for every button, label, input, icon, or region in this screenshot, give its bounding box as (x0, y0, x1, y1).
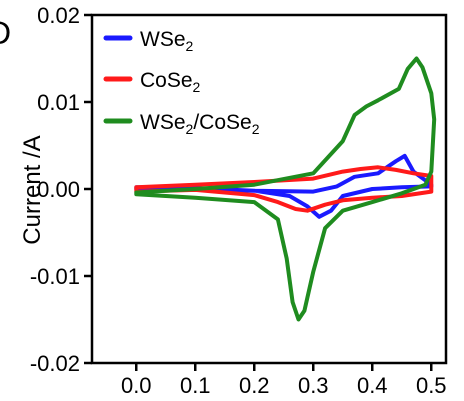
x-tick-label: 0.0 (121, 373, 152, 398)
legend-label-wse2: WSe2 (140, 28, 194, 54)
y-tick-label: -0.02 (30, 351, 80, 376)
panel-letter: D (0, 15, 11, 51)
x-tick-label: 0.2 (239, 373, 270, 398)
x-axis-ticks: 0.0 0.1 0.2 0.3 0.4 0.5 (121, 363, 447, 398)
x-tick-label: 0.5 (416, 373, 447, 398)
y-tick-label: 0.01 (37, 90, 80, 115)
x-tick-label: 0.3 (298, 373, 329, 398)
legend-label-wse2-cose2: WSe2/CoSe2 (140, 111, 260, 137)
y-tick-label: 0.02 (37, 3, 80, 28)
legend-label-cose2: CoSe2 (140, 69, 201, 95)
x-tick-label: 0.1 (180, 373, 211, 398)
series-line-wse2-cose2 (134, 56, 437, 322)
series-layer (134, 56, 437, 322)
y-tick-label: 0.00 (37, 177, 80, 202)
legend: WSe2 CoSe2 WSe2/CoSe2 (103, 28, 260, 137)
x-tick-label: 0.4 (357, 373, 388, 398)
y-axis-label: Current /A (19, 135, 46, 244)
y-axis-ticks: -0.02 -0.01 0.00 0.01 0.02 (30, 3, 92, 376)
plot-frame (90, 13, 448, 365)
y-tick-label: -0.01 (30, 264, 80, 289)
